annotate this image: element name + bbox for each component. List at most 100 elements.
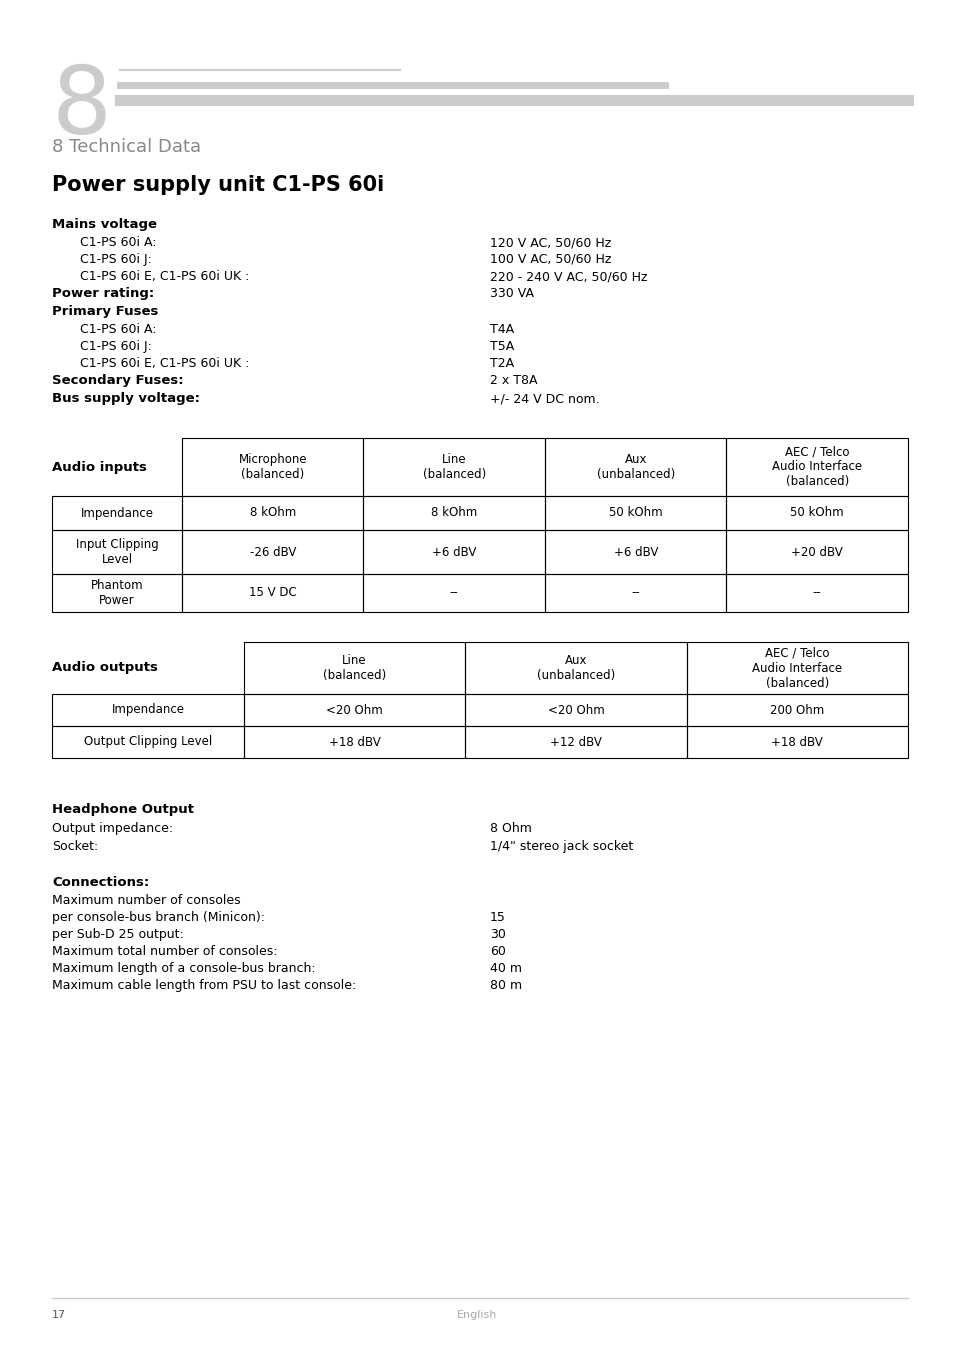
Text: --: -- [631,587,639,599]
Text: 220 - 240 V AC, 50/60 Hz: 220 - 240 V AC, 50/60 Hz [490,270,647,283]
Bar [52,726,244,758]
Text: Primary Fuses: Primary Fuses [52,305,158,318]
Bar [52,530,182,575]
Text: Connections:: Connections: [52,876,149,889]
Bar [244,726,465,758]
Bar [363,496,544,530]
Text: per Sub-D 25 output:: per Sub-D 25 output: [52,928,184,942]
Bar [52,693,244,726]
Text: Impendance: Impendance [80,506,153,519]
Text: 8 Ohm: 8 Ohm [490,822,532,835]
Text: Bus supply voltage:: Bus supply voltage: [52,393,200,405]
Text: 50 kOhm: 50 kOhm [790,506,843,519]
Bar [544,438,726,496]
Text: 1/4" stereo jack socket: 1/4" stereo jack socket [490,840,633,853]
Bar [182,575,363,612]
Text: Headphone Output: Headphone Output [52,803,193,816]
Text: Aux
(unbalanced): Aux (unbalanced) [537,654,615,683]
Text: +18 dBV: +18 dBV [771,735,822,749]
Bar [686,693,907,726]
Text: 2 x T8A: 2 x T8A [490,374,537,387]
Bar [465,693,686,726]
Text: Microphone
(balanced): Microphone (balanced) [238,453,307,482]
Text: 17: 17 [52,1310,66,1321]
Text: 80 m: 80 m [490,979,521,992]
Bar [465,726,686,758]
Bar [726,438,907,496]
Text: --: -- [450,587,458,599]
Bar [726,530,907,575]
Text: Maximum cable length from PSU to last console:: Maximum cable length from PSU to last co… [52,979,355,992]
Bar [726,575,907,612]
Text: Output Clipping Level: Output Clipping Level [84,735,212,749]
Text: Power rating:: Power rating: [52,287,154,299]
Text: 50 kOhm: 50 kOhm [608,506,662,519]
Bar [544,496,726,530]
Text: Output impedance:: Output impedance: [52,822,172,835]
Text: Line
(balanced): Line (balanced) [323,654,386,683]
Text: C1-PS 60i J:: C1-PS 60i J: [80,340,152,353]
Text: T5A: T5A [490,340,514,353]
Text: C1-PS 60i E, C1-PS 60i UK :: C1-PS 60i E, C1-PS 60i UK : [80,357,249,370]
Text: +20 dBV: +20 dBV [791,545,842,558]
Bar [244,642,465,693]
Bar [686,726,907,758]
Text: -26 dBV: -26 dBV [250,545,295,558]
Text: 15: 15 [490,911,505,924]
Text: Input Clipping
Level: Input Clipping Level [75,538,158,567]
Text: --: -- [812,587,821,599]
Text: Power supply unit C1-PS 60i: Power supply unit C1-PS 60i [52,175,384,196]
Text: +6 dBV: +6 dBV [432,545,476,558]
Text: Aux
(unbalanced): Aux (unbalanced) [596,453,674,482]
Text: Socket:: Socket: [52,840,98,853]
Bar [363,575,544,612]
Text: 8 kOhm: 8 kOhm [431,506,476,519]
Text: Maximum number of consoles: Maximum number of consoles [52,894,240,907]
Text: Phantom
Power: Phantom Power [91,579,143,607]
Text: 330 VA: 330 VA [490,287,534,299]
Text: T2A: T2A [490,357,514,370]
Text: C1-PS 60i J:: C1-PS 60i J: [80,254,152,266]
Text: AEC / Telco
Audio Interface
(balanced): AEC / Telco Audio Interface (balanced) [771,445,862,488]
Text: 40 m: 40 m [490,962,521,975]
Text: 30: 30 [490,928,505,942]
Text: Audio outputs: Audio outputs [52,661,157,674]
Text: +6 dBV: +6 dBV [613,545,658,558]
Bar [363,530,544,575]
Text: +/- 24 V DC nom.: +/- 24 V DC nom. [490,393,599,405]
Bar [182,496,363,530]
Text: C1-PS 60i A:: C1-PS 60i A: [80,236,156,250]
Text: Secondary Fuses:: Secondary Fuses: [52,374,183,387]
Text: C1-PS 60i E, C1-PS 60i UK :: C1-PS 60i E, C1-PS 60i UK : [80,270,249,283]
Bar [726,496,907,530]
Text: Maximum total number of consoles:: Maximum total number of consoles: [52,946,277,958]
Bar [686,642,907,693]
Bar [182,438,363,496]
Text: <20 Ohm: <20 Ohm [547,703,604,716]
Text: Maximum length of a console-bus branch:: Maximum length of a console-bus branch: [52,962,315,975]
Text: 8: 8 [52,62,112,154]
Text: 8 Technical Data: 8 Technical Data [52,138,201,156]
Text: English: English [456,1310,497,1321]
Text: T4A: T4A [490,322,514,336]
Text: 200 Ohm: 200 Ohm [769,703,823,716]
Text: Impendance: Impendance [112,703,184,716]
Text: Mains voltage: Mains voltage [52,219,157,231]
Text: Line
(balanced): Line (balanced) [422,453,485,482]
Text: per console-bus branch (Minicon):: per console-bus branch (Minicon): [52,911,265,924]
Bar [544,575,726,612]
Text: AEC / Telco
Audio Interface
(balanced): AEC / Telco Audio Interface (balanced) [752,646,841,689]
Text: C1-PS 60i A:: C1-PS 60i A: [80,322,156,336]
Text: Audio inputs: Audio inputs [52,460,147,473]
Text: 15 V DC: 15 V DC [249,587,296,599]
Text: +18 dBV: +18 dBV [329,735,380,749]
Text: 100 V AC, 50/60 Hz: 100 V AC, 50/60 Hz [490,254,611,266]
Text: +12 dBV: +12 dBV [550,735,601,749]
Bar [244,693,465,726]
Text: 120 V AC, 50/60 Hz: 120 V AC, 50/60 Hz [490,236,611,250]
Bar [182,530,363,575]
Bar [465,642,686,693]
Text: 8 kOhm: 8 kOhm [250,506,295,519]
Text: <20 Ohm: <20 Ohm [326,703,383,716]
Bar [544,530,726,575]
